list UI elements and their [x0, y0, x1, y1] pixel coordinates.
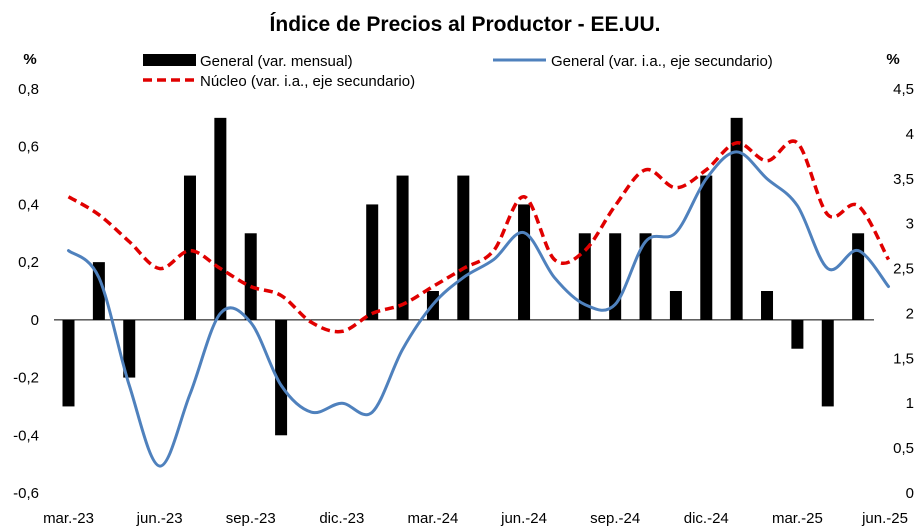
right-tick-label: 3	[906, 216, 914, 233]
right-tick-label: 2,5	[893, 261, 914, 278]
right-tick-label: 4,5	[893, 81, 914, 98]
left-tick-label: 0	[31, 312, 39, 329]
x-tick-label: jun.-23	[136, 510, 183, 527]
bar-mar.-25	[791, 319, 804, 349]
left-tick-label: -0,4	[13, 427, 39, 444]
left-axis-ticks: 0,8 0,6 0,4 0,2 0 -0,2 -0,4 -0,6	[13, 81, 39, 502]
legend-label-nucleo-ia: Núcleo (var. i.a., eje secundario)	[200, 73, 415, 90]
x-tick-label: dic.-24	[684, 510, 729, 527]
bar-ene.-25	[730, 117, 743, 320]
bar-abr.-24	[457, 175, 470, 320]
line-series-nucleo-ia	[67, 139, 891, 334]
bar-abr.-23	[92, 262, 105, 320]
x-tick-label: jun.-25	[861, 510, 908, 527]
left-tick-label: 0,4	[18, 196, 39, 213]
right-tick-label: 1	[906, 395, 914, 412]
left-tick-label: -0,6	[13, 485, 39, 502]
right-tick-label: 1,5	[893, 350, 914, 367]
bar-feb.-25	[761, 291, 774, 320]
bar-jun.-24	[518, 204, 531, 320]
bar-oct.-24	[639, 233, 652, 320]
bar-ene.-24	[366, 204, 379, 320]
chart-title: Índice de Precios al Productor - EE.UU.	[270, 13, 661, 36]
left-axis-unit: %	[23, 51, 36, 68]
left-tick-label: 0,8	[18, 81, 39, 98]
x-tick-label: sep.-24	[590, 510, 640, 527]
bar-ago.-23	[214, 117, 227, 320]
bar-sep.-23	[244, 233, 257, 320]
x-tick-label: mar.-25	[772, 510, 823, 527]
left-tick-label: 0,6	[18, 139, 39, 156]
bar-nov.-24	[669, 291, 682, 320]
right-tick-label: 2	[906, 305, 914, 322]
line-series-general-ia	[67, 150, 890, 468]
x-axis-ticks: mar.-23 jun.-23 sep.-23 dic.-23 mar.-24 jun.-…	[43, 510, 908, 527]
bar-jul.-23	[183, 175, 196, 320]
bar-abr.-25	[821, 319, 834, 407]
left-tick-label: -0,2	[13, 370, 39, 387]
right-axis-ticks: 4,5 4 3,5 3 2,5 2 1,5 1 0,5 0	[893, 81, 914, 502]
x-tick-label: mar.-24	[408, 510, 459, 527]
right-axis-unit: %	[886, 51, 899, 68]
bar-mar.-23	[62, 319, 75, 407]
bar-may.-25	[852, 233, 865, 320]
right-tick-label: 3,5	[893, 171, 914, 188]
bar-oct.-23	[275, 319, 288, 436]
legend-swatch-general-mensual	[143, 54, 196, 66]
legend: General (var. mensual) General (var. i.a…	[143, 53, 773, 90]
left-tick-label: 0,2	[18, 254, 39, 271]
bar-feb.-24	[396, 175, 409, 320]
x-tick-label: jun.-24	[500, 510, 547, 527]
x-tick-label: dic.-23	[319, 510, 364, 527]
x-tick-label: mar.-23	[43, 510, 94, 527]
x-tick-label: sep.-23	[226, 510, 276, 527]
bar-series-general-mensual	[62, 117, 865, 436]
legend-label-general-ia: General (var. i.a., eje secundario)	[551, 53, 773, 70]
right-tick-label: 4	[906, 126, 914, 143]
legend-label-general-mensual: General (var. mensual)	[200, 53, 353, 70]
bar-dic.-24	[700, 175, 713, 320]
bar-may.-23	[123, 319, 136, 378]
right-tick-label: 0,5	[893, 440, 914, 457]
right-tick-label: 0	[906, 485, 914, 502]
